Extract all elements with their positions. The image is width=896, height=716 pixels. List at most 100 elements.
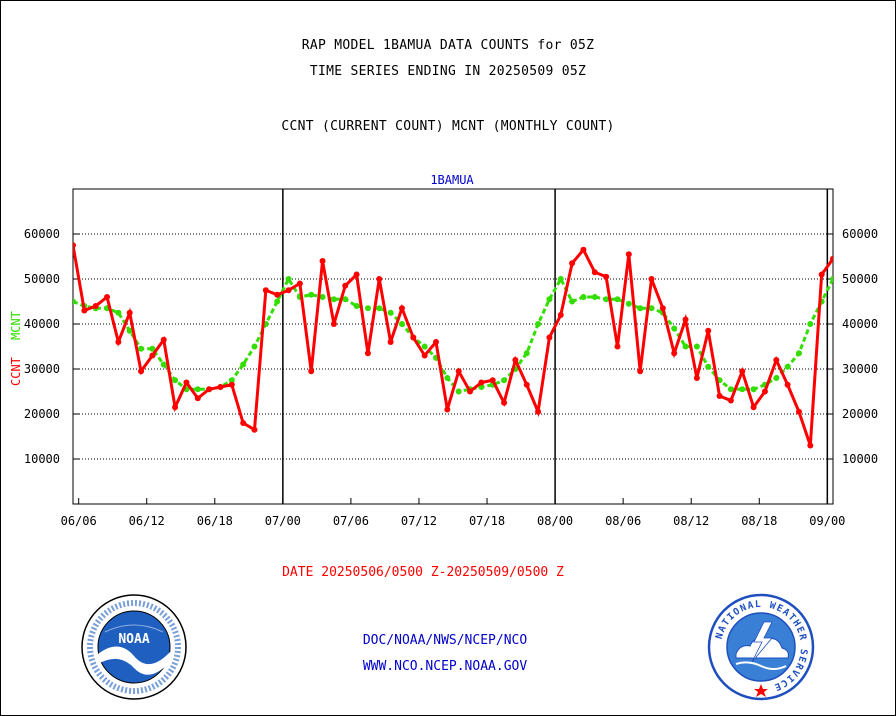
ccnt-point [830,255,833,262]
x-tick-label: 07/00 [265,514,301,528]
mcnt-point [149,345,156,352]
x-tick-label: 07/18 [469,514,505,528]
y-tick-label-left: 20000 [24,407,60,421]
ccnt-point [739,368,746,375]
ccnt-point [682,316,689,323]
header-title: RAP MODEL 1BAMUA DATA COUNTS for 05Z [301,38,595,53]
mcnt-point [240,361,247,368]
time-series-chart: 10000 10000 20000 20000 30000 30000 40000 40000… [9,173,893,528]
mcnt-point [353,303,360,309]
mcnt-point [750,386,757,393]
y-tick-label-right: 20000 [842,407,878,421]
x-tick-label: 09/00 [809,514,845,528]
ccnt-point [410,334,417,341]
x-tick-label: 06/18 [197,514,233,528]
mcnt-point [364,305,371,312]
ccnt-point [206,386,213,393]
mcnt-point [138,345,145,352]
mcnt-point [841,299,847,305]
mcnt-point [614,296,621,303]
ccnt-point [149,352,156,359]
x-tick-label: 08/12 [673,514,709,528]
mcnt-point [126,327,133,334]
y-tick-label-left: 40000 [24,317,60,331]
mcnt-point [739,386,746,393]
ccnt-point [853,310,859,316]
mcnt-point [795,350,802,357]
ccnt-point [535,408,542,415]
mcnt-point [398,321,405,327]
ccnt-point [421,352,428,359]
ccnt-point [887,312,893,318]
mcnt-point [501,377,508,384]
y-tick-label-right: 30000 [842,362,878,376]
mcnt-point [625,300,632,307]
mcnt-point [421,343,428,350]
ccnt-point [659,305,666,312]
y-tick-label-left: 30000 [24,362,60,376]
mcnt-point [603,296,610,303]
ccnt-point [716,393,723,399]
mcnt-point [387,309,394,316]
y-axis-label-mcnt: MCNT [9,311,23,340]
ccnt-point [489,377,496,384]
ccnt-point [432,339,439,345]
ccnt-point [444,406,451,413]
ccnt-point [183,379,190,386]
ccnt-point [285,287,292,294]
ccnt-point [557,312,564,318]
ccnt-point [387,339,394,345]
mcnt-point [648,305,655,312]
x-tick-label: 06/06 [61,514,97,528]
mcnt-point [784,363,791,370]
ccnt-point [398,305,405,312]
y-tick-label-right: 40000 [842,317,878,331]
ccnt-point [705,327,712,334]
mcnt-point [853,294,859,300]
ccnt-point [773,357,780,363]
noaa-logo: NOAA [81,594,187,700]
x-tick-label: 07/12 [401,514,437,528]
footer-url[interactable]: WWW.NCO.NCEP.NOAA.GOV [362,659,528,674]
ccnt-point [523,381,530,388]
ccnt-point [342,282,349,289]
mcnt-point [807,321,814,327]
ccnt-point [126,309,133,316]
mcnt-point [580,294,587,300]
ccnt-point [262,287,269,294]
mcnt-point [727,386,734,393]
chart-title: 1BAMUA [430,173,474,187]
ccnt-point [376,276,383,282]
ccnt-point [478,379,485,386]
ccnt-point [784,381,791,388]
y-tick-label-right: 50000 [842,272,878,286]
ccnt-point [364,350,371,357]
mcnt-point [864,294,870,300]
x-tick-label: 07/06 [333,514,369,528]
header-subtitle: TIME SERIES ENDING IN 20250509 05Z [309,64,587,79]
mcnt-point [285,276,292,282]
ccnt-point [228,381,235,388]
x-tick-label: 06/12 [129,514,165,528]
mcnt-point [887,299,893,305]
ccnt-point [671,350,678,357]
mcnt-point [546,296,553,303]
ccnt-point [648,276,655,282]
footer-org: DOC/NOAA/NWS/NCEP/NCO [362,633,528,648]
mcnt-point [705,363,712,370]
ccnt-point [308,368,315,375]
mcnt-point [319,294,326,300]
ccnt-point [217,384,224,390]
x-tick-label: 08/18 [741,514,777,528]
ccnt-point [818,271,825,278]
ccnt-point [501,399,508,406]
ccnt-point [625,251,632,258]
y-axis-label-ccnt: CCNT [9,357,23,386]
ccnt-point [761,388,768,395]
mcnt-point [172,377,179,384]
ccnt-point [580,246,587,253]
date-range-label: DATE 20250506/0500 Z-20250509/0500 Z [282,565,564,580]
ccnt-point [637,368,644,375]
ccnt-point [693,375,700,381]
ccnt-point [73,242,76,249]
